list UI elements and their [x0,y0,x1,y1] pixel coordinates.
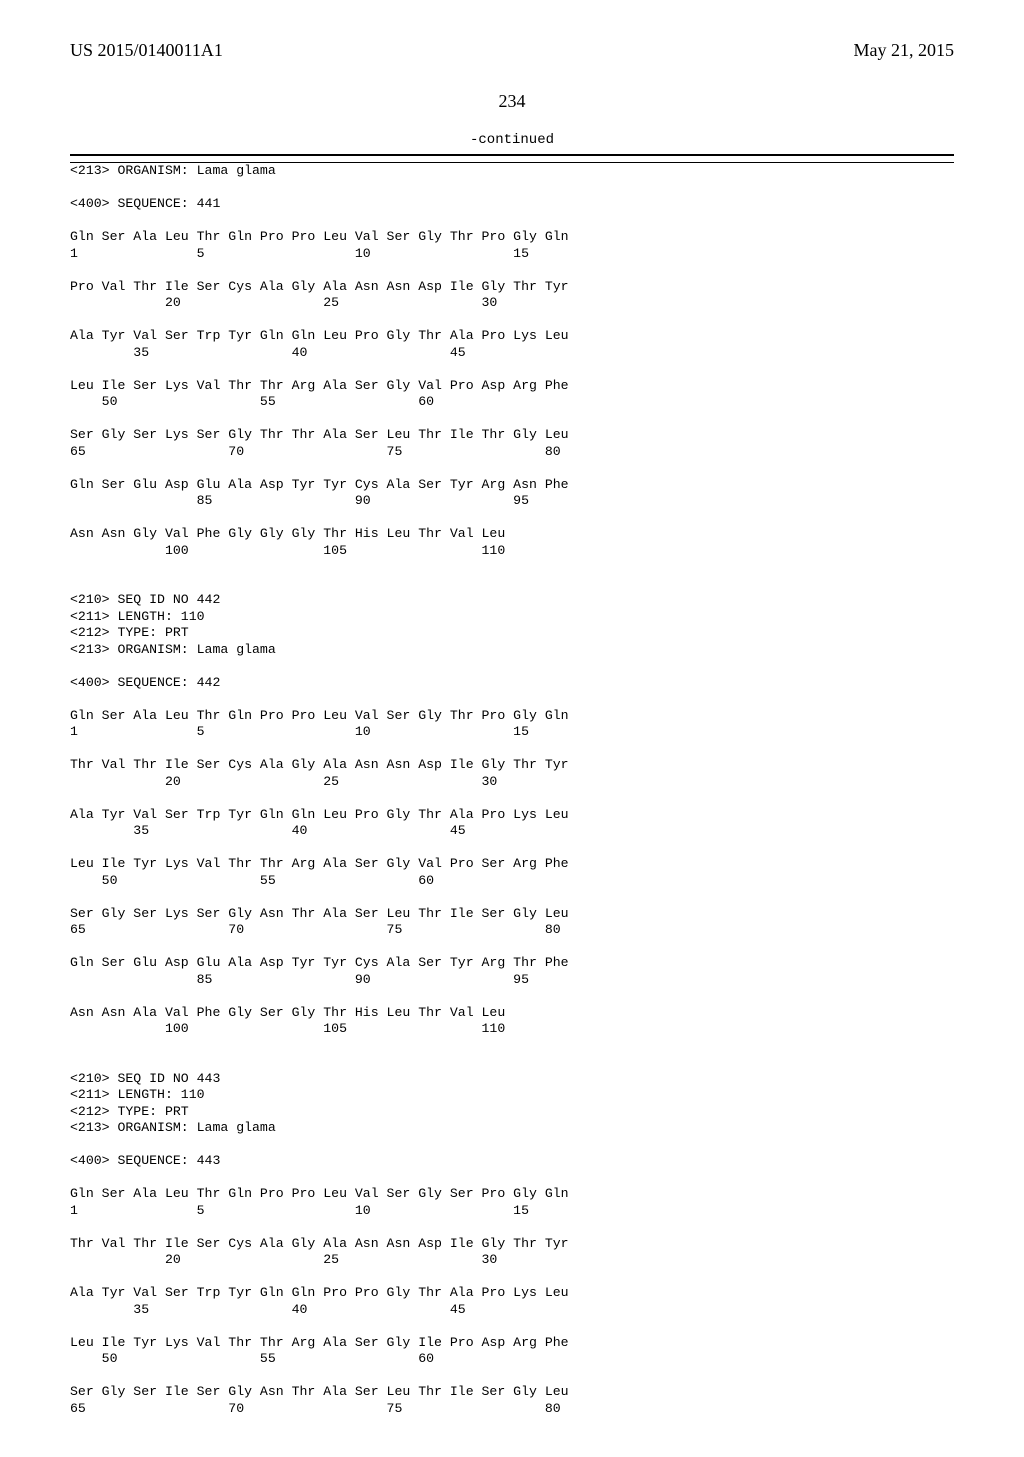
top-rule [70,154,954,156]
header-right: May 21, 2015 [854,40,955,61]
header-left: US 2015/0140011A1 [70,40,223,61]
page-number: 234 [70,91,954,112]
continued-label: -continued [70,132,954,148]
page: US 2015/0140011A1 May 21, 2015 234 -cont… [0,0,1024,1457]
page-header: US 2015/0140011A1 May 21, 2015 [70,40,954,61]
sequence-listing: <213> ORGANISM: Lama glama <400> SEQUENC… [70,163,954,1417]
